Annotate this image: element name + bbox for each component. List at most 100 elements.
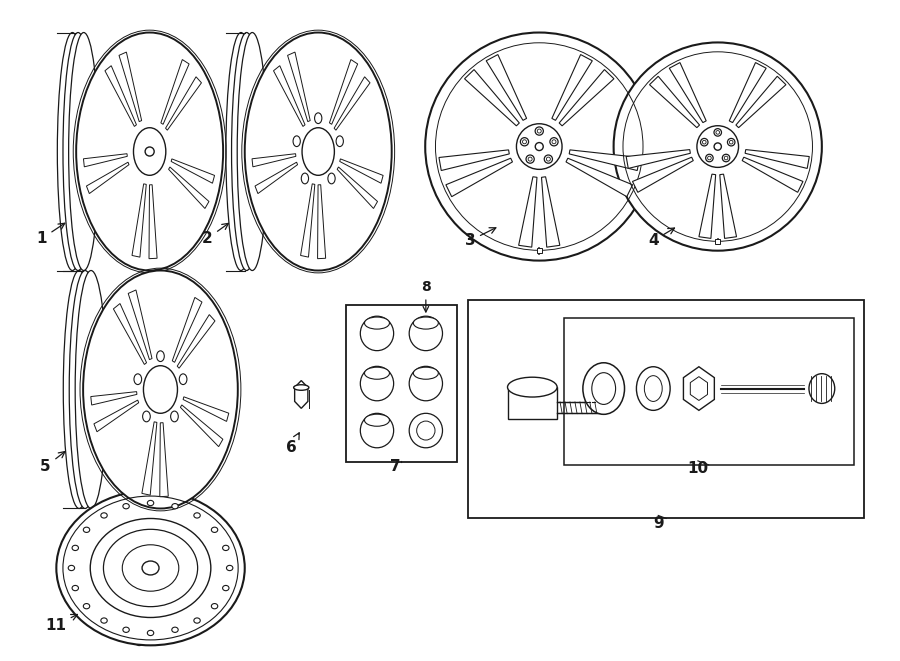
Polygon shape xyxy=(142,422,157,495)
Ellipse shape xyxy=(537,129,541,133)
Ellipse shape xyxy=(130,490,160,645)
Polygon shape xyxy=(166,77,202,130)
Ellipse shape xyxy=(724,156,728,160)
Polygon shape xyxy=(720,174,736,239)
Ellipse shape xyxy=(546,157,551,161)
Text: 11: 11 xyxy=(45,615,77,633)
Polygon shape xyxy=(180,405,223,447)
Ellipse shape xyxy=(63,32,93,270)
Ellipse shape xyxy=(413,367,438,379)
Ellipse shape xyxy=(143,366,177,413)
Ellipse shape xyxy=(76,270,107,508)
Ellipse shape xyxy=(614,42,822,251)
Ellipse shape xyxy=(697,126,739,167)
Ellipse shape xyxy=(83,270,238,508)
Polygon shape xyxy=(729,63,766,122)
Ellipse shape xyxy=(57,490,245,645)
Text: 5: 5 xyxy=(40,451,65,475)
Ellipse shape xyxy=(328,173,335,184)
Polygon shape xyxy=(446,158,512,197)
Ellipse shape xyxy=(123,504,130,509)
Polygon shape xyxy=(339,159,383,183)
Ellipse shape xyxy=(72,586,78,591)
Polygon shape xyxy=(149,184,158,258)
Polygon shape xyxy=(161,59,189,124)
Polygon shape xyxy=(318,184,326,258)
Ellipse shape xyxy=(142,411,150,422)
Ellipse shape xyxy=(523,139,526,143)
Polygon shape xyxy=(84,154,127,167)
Ellipse shape xyxy=(212,527,218,532)
Polygon shape xyxy=(338,167,377,208)
Polygon shape xyxy=(518,176,537,247)
Polygon shape xyxy=(294,381,308,408)
Ellipse shape xyxy=(360,413,393,447)
Polygon shape xyxy=(105,65,137,126)
Polygon shape xyxy=(119,52,141,122)
Polygon shape xyxy=(91,391,137,405)
Ellipse shape xyxy=(101,618,107,623)
Ellipse shape xyxy=(133,128,166,175)
Text: 4: 4 xyxy=(648,228,674,249)
Ellipse shape xyxy=(231,32,262,270)
Ellipse shape xyxy=(517,124,562,169)
Ellipse shape xyxy=(84,527,90,532)
Polygon shape xyxy=(274,65,305,126)
Ellipse shape xyxy=(410,316,443,350)
Ellipse shape xyxy=(727,138,735,146)
Ellipse shape xyxy=(245,32,392,270)
Ellipse shape xyxy=(360,366,393,401)
Ellipse shape xyxy=(293,385,309,390)
Ellipse shape xyxy=(364,414,390,426)
Ellipse shape xyxy=(592,373,616,405)
Text: 9: 9 xyxy=(652,516,663,531)
Ellipse shape xyxy=(157,351,165,362)
Polygon shape xyxy=(542,176,560,247)
Text: 1: 1 xyxy=(36,223,65,247)
Polygon shape xyxy=(650,76,699,128)
Ellipse shape xyxy=(536,127,544,135)
Polygon shape xyxy=(160,422,168,496)
Bar xyxy=(536,248,542,253)
Ellipse shape xyxy=(58,32,87,270)
Ellipse shape xyxy=(536,143,544,151)
Polygon shape xyxy=(683,367,715,410)
Ellipse shape xyxy=(302,128,335,175)
Polygon shape xyxy=(699,174,716,239)
Ellipse shape xyxy=(410,366,443,401)
Ellipse shape xyxy=(528,157,532,161)
Bar xyxy=(508,387,557,419)
Ellipse shape xyxy=(134,374,141,385)
Ellipse shape xyxy=(364,367,390,379)
Ellipse shape xyxy=(172,627,178,633)
Ellipse shape xyxy=(69,270,101,508)
Ellipse shape xyxy=(315,113,322,124)
Ellipse shape xyxy=(714,129,722,136)
Ellipse shape xyxy=(194,618,201,623)
Polygon shape xyxy=(566,158,633,197)
Polygon shape xyxy=(183,397,229,422)
Ellipse shape xyxy=(63,270,95,508)
Ellipse shape xyxy=(583,363,625,414)
Polygon shape xyxy=(171,159,214,183)
Polygon shape xyxy=(439,150,509,171)
Ellipse shape xyxy=(124,490,154,645)
Ellipse shape xyxy=(707,156,711,160)
Ellipse shape xyxy=(729,140,733,144)
Ellipse shape xyxy=(179,374,187,385)
Polygon shape xyxy=(255,162,298,194)
Ellipse shape xyxy=(222,586,229,591)
Ellipse shape xyxy=(714,143,722,150)
Ellipse shape xyxy=(706,154,713,162)
Polygon shape xyxy=(177,315,215,368)
Polygon shape xyxy=(745,149,809,169)
Ellipse shape xyxy=(410,413,443,447)
Polygon shape xyxy=(132,184,147,257)
Text: 8: 8 xyxy=(421,280,431,312)
Ellipse shape xyxy=(700,138,708,146)
Polygon shape xyxy=(633,157,693,192)
Ellipse shape xyxy=(302,173,309,184)
Ellipse shape xyxy=(716,131,720,134)
Text: 10: 10 xyxy=(688,461,708,477)
Ellipse shape xyxy=(226,32,256,270)
